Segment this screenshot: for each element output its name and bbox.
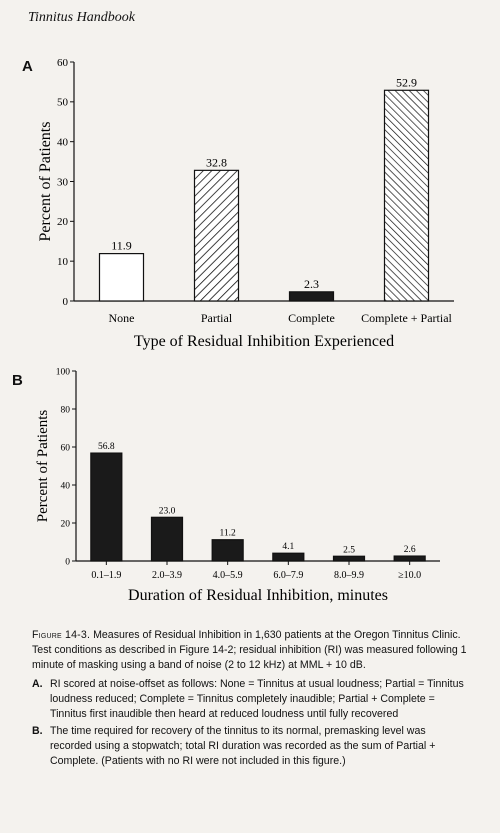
chartb-bar (211, 539, 244, 562)
charta-value-label: 52.9 (396, 75, 417, 89)
charta-bar (288, 291, 335, 302)
chartb-x-axis-label: Duration of Residual Inhibition, minutes (128, 587, 388, 604)
caption-text: Measures of Residual Inhibition in 1,630… (32, 629, 467, 672)
chartb-bar (90, 452, 123, 562)
charta-y-tick-label: 50 (57, 97, 69, 109)
charta-x-axis-label: Type of Residual Inhibition Experienced (134, 333, 394, 350)
charta-y-tick-label: 20 (57, 216, 69, 228)
chartb-value-label: 11.2 (220, 529, 237, 539)
note-key: B. (32, 725, 43, 738)
charta-bar (193, 169, 240, 302)
charta-y-tick-label: 10 (57, 256, 69, 268)
chartb-category-label: 6.0–7.9 (273, 570, 303, 581)
chartb-value-label: 2.6 (404, 545, 416, 555)
chartb-bar (332, 555, 366, 562)
figure-label: Figure 14-3. (32, 629, 91, 641)
chartb-value-label: 4.1 (282, 542, 294, 552)
chartb-category-label: 0.1–1.9 (91, 570, 121, 581)
charta-value-label: 2.3 (304, 277, 319, 291)
charta-y-axis-label: Percent of Patients (37, 122, 54, 242)
chartb-y-axis-label: Percent of Patients (35, 410, 51, 523)
chartb-y-tick-label: 40 (61, 481, 71, 491)
note-text: The time required for recovery of the ti… (50, 725, 436, 768)
running-header: Tinnitus Handbook (28, 10, 135, 25)
panel-b-letter: B (12, 372, 23, 389)
chartb-y-tick-label: 20 (61, 519, 71, 529)
caption-note-a: A. RI scored at noise-offset as follows:… (32, 677, 470, 722)
note-text: RI scored at noise-offset as follows: No… (50, 678, 464, 721)
chartb-value-label: 2.5 (343, 545, 355, 555)
charta-category-label: None (109, 311, 135, 325)
chartb-category-label: 4.0–5.9 (213, 570, 243, 581)
chartb-y-tick-label: 60 (61, 443, 71, 453)
chartb-bar (150, 516, 184, 562)
figure-caption: Figure 14-3. Measures of Residual Inhibi… (32, 628, 470, 769)
charta-y-tick-label: 40 (57, 137, 69, 149)
chartb-category-label: 2.0–3.9 (152, 570, 182, 581)
panel-a-letter: A (22, 58, 33, 75)
charta-category-label: Partial (201, 311, 233, 325)
charta-bar (98, 252, 145, 302)
charta-y-tick-label: 0 (63, 296, 69, 308)
note-key: A. (32, 678, 43, 691)
charta-category-label: Complete + Partial (361, 311, 452, 325)
chartb-y-tick-label: 0 (65, 557, 70, 567)
caption-note-b: B. The time required for recovery of the… (32, 724, 470, 769)
charta-category-label: Complete (288, 311, 335, 325)
charta-y-tick-label: 30 (57, 176, 69, 188)
charta-value-label: 11.9 (111, 239, 132, 253)
charta-bar (383, 89, 430, 302)
chartb-y-tick-label: 80 (61, 405, 71, 415)
chartb-bar (272, 552, 305, 562)
chartb-value-label: 23.0 (159, 506, 176, 516)
chartb-category-label: 8.0–9.9 (334, 570, 364, 581)
chartb-category-label: ≥10.0 (398, 570, 421, 581)
chartb-value-label: 56.8 (98, 442, 115, 452)
charta-value-label: 32.8 (206, 155, 227, 169)
charta-y-tick-label: 60 (57, 57, 69, 69)
chartb-y-tick-label: 100 (56, 367, 71, 377)
chartb-bar (393, 555, 426, 562)
caption-main: Figure 14-3. Measures of Residual Inhibi… (32, 628, 470, 673)
